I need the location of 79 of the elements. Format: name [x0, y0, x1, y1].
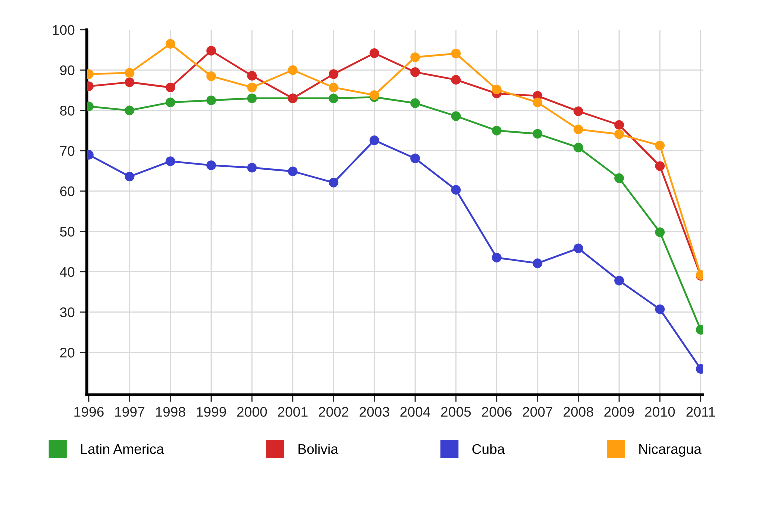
- y-tick-label: 40: [60, 267, 75, 278]
- point: [206, 72, 216, 82]
- point: [410, 98, 420, 108]
- x-tick-label: 2004: [400, 407, 430, 418]
- point: [655, 304, 666, 314]
- point: [206, 46, 216, 56]
- point: [655, 161, 666, 172]
- x-tick-label: 1997: [115, 407, 145, 418]
- y-tick-label: 80: [60, 106, 75, 116]
- point: [166, 156, 176, 166]
- point: [370, 136, 380, 146]
- point: [166, 98, 176, 108]
- point: [492, 84, 502, 95]
- point: [410, 52, 420, 62]
- y-tick-label: 90: [60, 66, 75, 76]
- point: [492, 126, 502, 136]
- x-tick-label: 2007: [523, 407, 553, 418]
- x-tick-label: 2006: [482, 407, 512, 418]
- point: [451, 185, 462, 195]
- point: [328, 82, 339, 93]
- x-tick-label: 1998: [156, 407, 186, 418]
- point: [247, 71, 258, 81]
- point: [206, 96, 216, 106]
- point: [614, 120, 624, 130]
- point: [166, 39, 176, 49]
- point: [532, 129, 543, 139]
- x-tick-label: 2011: [686, 407, 716, 418]
- legend-label: Latin America: [81, 444, 164, 454]
- point: [451, 75, 462, 85]
- point: [328, 70, 339, 80]
- point: [574, 124, 584, 134]
- x-tick-label: 2000: [237, 407, 268, 418]
- x-tick-label: 2008: [564, 407, 594, 418]
- point: [124, 172, 135, 182]
- legend-label: Cuba: [472, 444, 506, 454]
- point: [247, 94, 258, 104]
- point: [532, 258, 543, 268]
- point: [655, 228, 666, 238]
- point: [288, 166, 298, 176]
- point: [614, 130, 624, 140]
- point: [206, 160, 216, 170]
- point: [574, 244, 584, 254]
- y-tick-label: 30: [60, 308, 75, 318]
- point: [124, 68, 135, 78]
- legend-label: Nicaragua: [640, 444, 702, 457]
- x-tick-label: 2003: [360, 407, 390, 418]
- legend-label: Bolivia: [298, 444, 339, 454]
- x-tick-label: 1999: [197, 407, 226, 418]
- point: [247, 82, 258, 93]
- point: [451, 111, 462, 122]
- point: [124, 78, 135, 88]
- point: [328, 178, 339, 188]
- point: [574, 142, 584, 153]
- point: [451, 48, 462, 59]
- y-tick-label: 20: [60, 348, 75, 358]
- point: [410, 154, 420, 164]
- point: [492, 253, 502, 263]
- x-tick-label: 2010: [645, 407, 676, 418]
- point: [532, 98, 543, 108]
- point: [166, 82, 176, 93]
- point: [655, 140, 666, 151]
- y-tick-label: 70: [60, 146, 75, 156]
- point: [124, 106, 135, 116]
- point: [574, 106, 584, 116]
- x-tick-label: 2005: [441, 407, 472, 418]
- point: [614, 174, 624, 184]
- point: [410, 67, 420, 78]
- y-tick-label: 60: [60, 186, 75, 196]
- y-tick-label: 50: [60, 226, 75, 237]
- x-tick-label: 2002: [319, 407, 349, 418]
- point: [370, 48, 380, 58]
- y-tick-label: 100: [53, 25, 75, 36]
- x-tick-label: 2009: [604, 407, 634, 418]
- point: [328, 94, 339, 104]
- point: [247, 163, 258, 173]
- x-tick-label: 1996: [74, 407, 104, 418]
- x-tick-label: 2001: [278, 407, 308, 418]
- point: [614, 276, 624, 286]
- point: [288, 65, 298, 76]
